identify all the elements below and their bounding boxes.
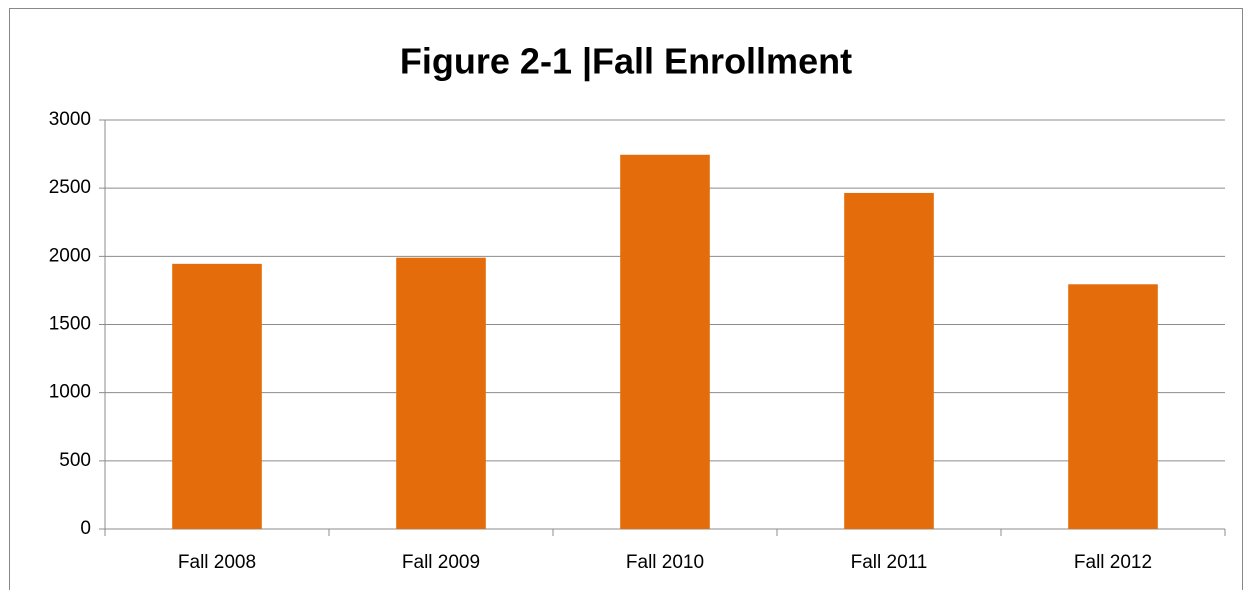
y-tick-label: 2000 — [49, 245, 91, 266]
x-tick-label: Fall 2012 — [1074, 552, 1152, 573]
bar — [844, 192, 934, 529]
bar — [396, 257, 486, 529]
y-tick-label: 1000 — [49, 382, 91, 403]
x-tick-label: Fall 2008 — [178, 552, 256, 573]
bar — [620, 154, 710, 529]
bar — [1068, 284, 1158, 529]
x-tick-label: Fall 2009 — [402, 552, 480, 573]
x-tick-label: Fall 2011 — [851, 552, 928, 573]
x-tick-label: Fall 2010 — [626, 552, 704, 573]
y-tick-label: 2500 — [49, 177, 91, 198]
chart-title: Figure 2-1 |Fall Enrollment — [400, 41, 852, 83]
y-tick-label: 0 — [80, 518, 91, 539]
y-tick-label: 500 — [59, 450, 91, 471]
y-tick-label: 3000 — [49, 109, 91, 130]
y-tick-label: 1500 — [49, 314, 91, 335]
chart-border — [9, 8, 1243, 590]
bar — [172, 263, 262, 529]
